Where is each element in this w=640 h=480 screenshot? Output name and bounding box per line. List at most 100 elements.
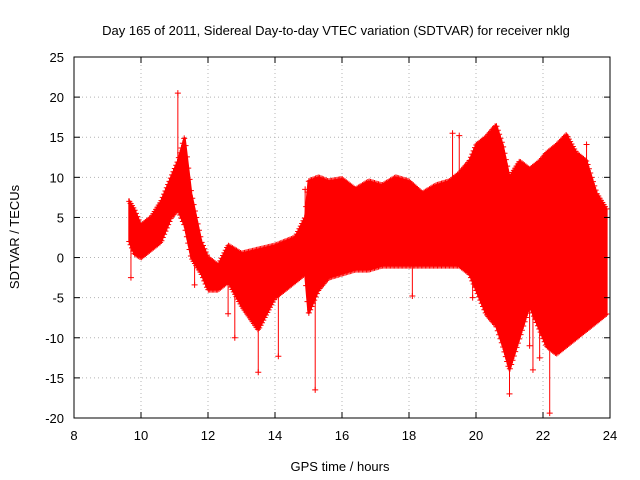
data-point-lower bbox=[268, 301, 275, 308]
data-point-lower bbox=[513, 344, 520, 351]
data-point-upper bbox=[277, 240, 284, 247]
data-point-lower bbox=[480, 303, 487, 310]
data-point-outlier bbox=[225, 310, 232, 317]
data-point-upper bbox=[165, 181, 172, 188]
data-point-lower bbox=[540, 335, 547, 342]
data-point-upper bbox=[296, 225, 303, 232]
data-point-upper bbox=[469, 151, 476, 158]
data-point-upper bbox=[195, 227, 202, 234]
x-axis-label: GPS time / hours bbox=[291, 459, 390, 474]
data-point-upper bbox=[295, 228, 302, 235]
data-point-lower bbox=[313, 290, 320, 297]
data-point-lower bbox=[481, 306, 488, 313]
data-point-upper bbox=[178, 145, 185, 152]
data-point-upper bbox=[194, 220, 201, 227]
y-tick-label: 15 bbox=[50, 130, 64, 145]
data-point-upper bbox=[135, 216, 142, 223]
data-point-upper bbox=[482, 134, 489, 141]
data-point-upper bbox=[280, 239, 287, 246]
data-point-upper bbox=[504, 163, 511, 170]
data-point-outlier bbox=[469, 294, 476, 301]
x-tick-label: 10 bbox=[134, 428, 148, 443]
data-point-upper bbox=[273, 241, 280, 248]
data-point-lower bbox=[514, 340, 521, 347]
data-point-lower bbox=[541, 338, 548, 345]
data-point-upper bbox=[275, 241, 282, 248]
data-point-outlier bbox=[546, 410, 553, 417]
data-point-lower bbox=[307, 306, 314, 313]
data-point-outlier bbox=[275, 353, 282, 360]
data-point-upper bbox=[471, 144, 478, 151]
data-point-upper bbox=[146, 215, 153, 222]
data-point-upper bbox=[308, 177, 315, 184]
data-point-outlier bbox=[255, 369, 262, 376]
data-point-upper bbox=[187, 187, 194, 194]
y-tick-label: 10 bbox=[50, 170, 64, 185]
data-point-lower bbox=[161, 231, 168, 238]
data-point-lower bbox=[522, 314, 529, 321]
data-point-lower bbox=[155, 240, 162, 247]
data-point-upper bbox=[199, 242, 206, 249]
data-point-upper bbox=[285, 237, 292, 244]
data-point-upper bbox=[182, 142, 189, 149]
data-point-upper bbox=[220, 252, 227, 259]
data-point-upper bbox=[162, 187, 169, 194]
data-point-upper bbox=[557, 137, 564, 144]
data-point-lower bbox=[128, 244, 135, 251]
data-point-lower bbox=[463, 268, 470, 275]
data-point-upper bbox=[555, 140, 562, 147]
data-point-upper bbox=[181, 135, 188, 142]
y-tick-label: 25 bbox=[50, 50, 64, 65]
data-point-lower bbox=[201, 277, 208, 284]
x-tick-label: 20 bbox=[469, 428, 483, 443]
data-point-lower bbox=[269, 299, 276, 306]
scatter-points bbox=[126, 90, 610, 417]
data-point-lower bbox=[178, 215, 185, 222]
data-point-lower bbox=[175, 208, 182, 215]
data-point-lower bbox=[508, 361, 515, 368]
data-point-upper bbox=[603, 205, 610, 212]
data-point-upper bbox=[585, 165, 592, 172]
data-point-upper bbox=[556, 139, 563, 146]
data-point-upper bbox=[319, 175, 326, 182]
data-point-upper bbox=[197, 233, 204, 240]
data-point-upper bbox=[307, 177, 314, 184]
data-point-lower bbox=[305, 309, 312, 316]
data-point-lower bbox=[183, 233, 190, 240]
y-tick-label: 0 bbox=[57, 251, 64, 266]
data-point-upper bbox=[587, 170, 594, 177]
data-point-upper bbox=[170, 168, 177, 175]
data-point-lower bbox=[303, 282, 310, 289]
data-point-lower bbox=[521, 318, 528, 325]
data-point-upper bbox=[217, 257, 224, 264]
data-point-upper bbox=[189, 195, 196, 202]
x-tick-label: 12 bbox=[201, 428, 215, 443]
data-point-upper bbox=[163, 184, 170, 191]
data-point-upper bbox=[186, 176, 193, 183]
data-point-lower bbox=[603, 310, 610, 317]
data-point-lower bbox=[257, 322, 264, 329]
x-tick-label: 14 bbox=[268, 428, 282, 443]
data-point-upper bbox=[167, 175, 174, 182]
data-point-upper bbox=[496, 131, 503, 138]
data-point-upper bbox=[493, 123, 500, 130]
data-point-lower bbox=[256, 324, 263, 331]
data-point-upper bbox=[312, 175, 319, 182]
data-point-upper bbox=[591, 182, 598, 189]
data-point-upper bbox=[185, 165, 192, 172]
y-tick-label: -5 bbox=[52, 291, 64, 306]
data-point-lower bbox=[308, 303, 315, 310]
data-point-lower bbox=[260, 317, 267, 324]
data-point-lower bbox=[199, 274, 206, 281]
data-point-upper bbox=[175, 154, 182, 161]
data-point-upper bbox=[236, 249, 243, 256]
data-point-outlier bbox=[529, 366, 536, 373]
data-point-lower bbox=[311, 297, 318, 304]
data-point-upper bbox=[431, 182, 438, 189]
data-point-lower bbox=[517, 331, 524, 338]
data-point-upper bbox=[563, 132, 570, 139]
data-point-upper bbox=[173, 162, 180, 169]
data-point-lower bbox=[520, 323, 527, 330]
y-tick-label: 20 bbox=[50, 90, 64, 105]
y-tick-label: -20 bbox=[45, 411, 64, 426]
